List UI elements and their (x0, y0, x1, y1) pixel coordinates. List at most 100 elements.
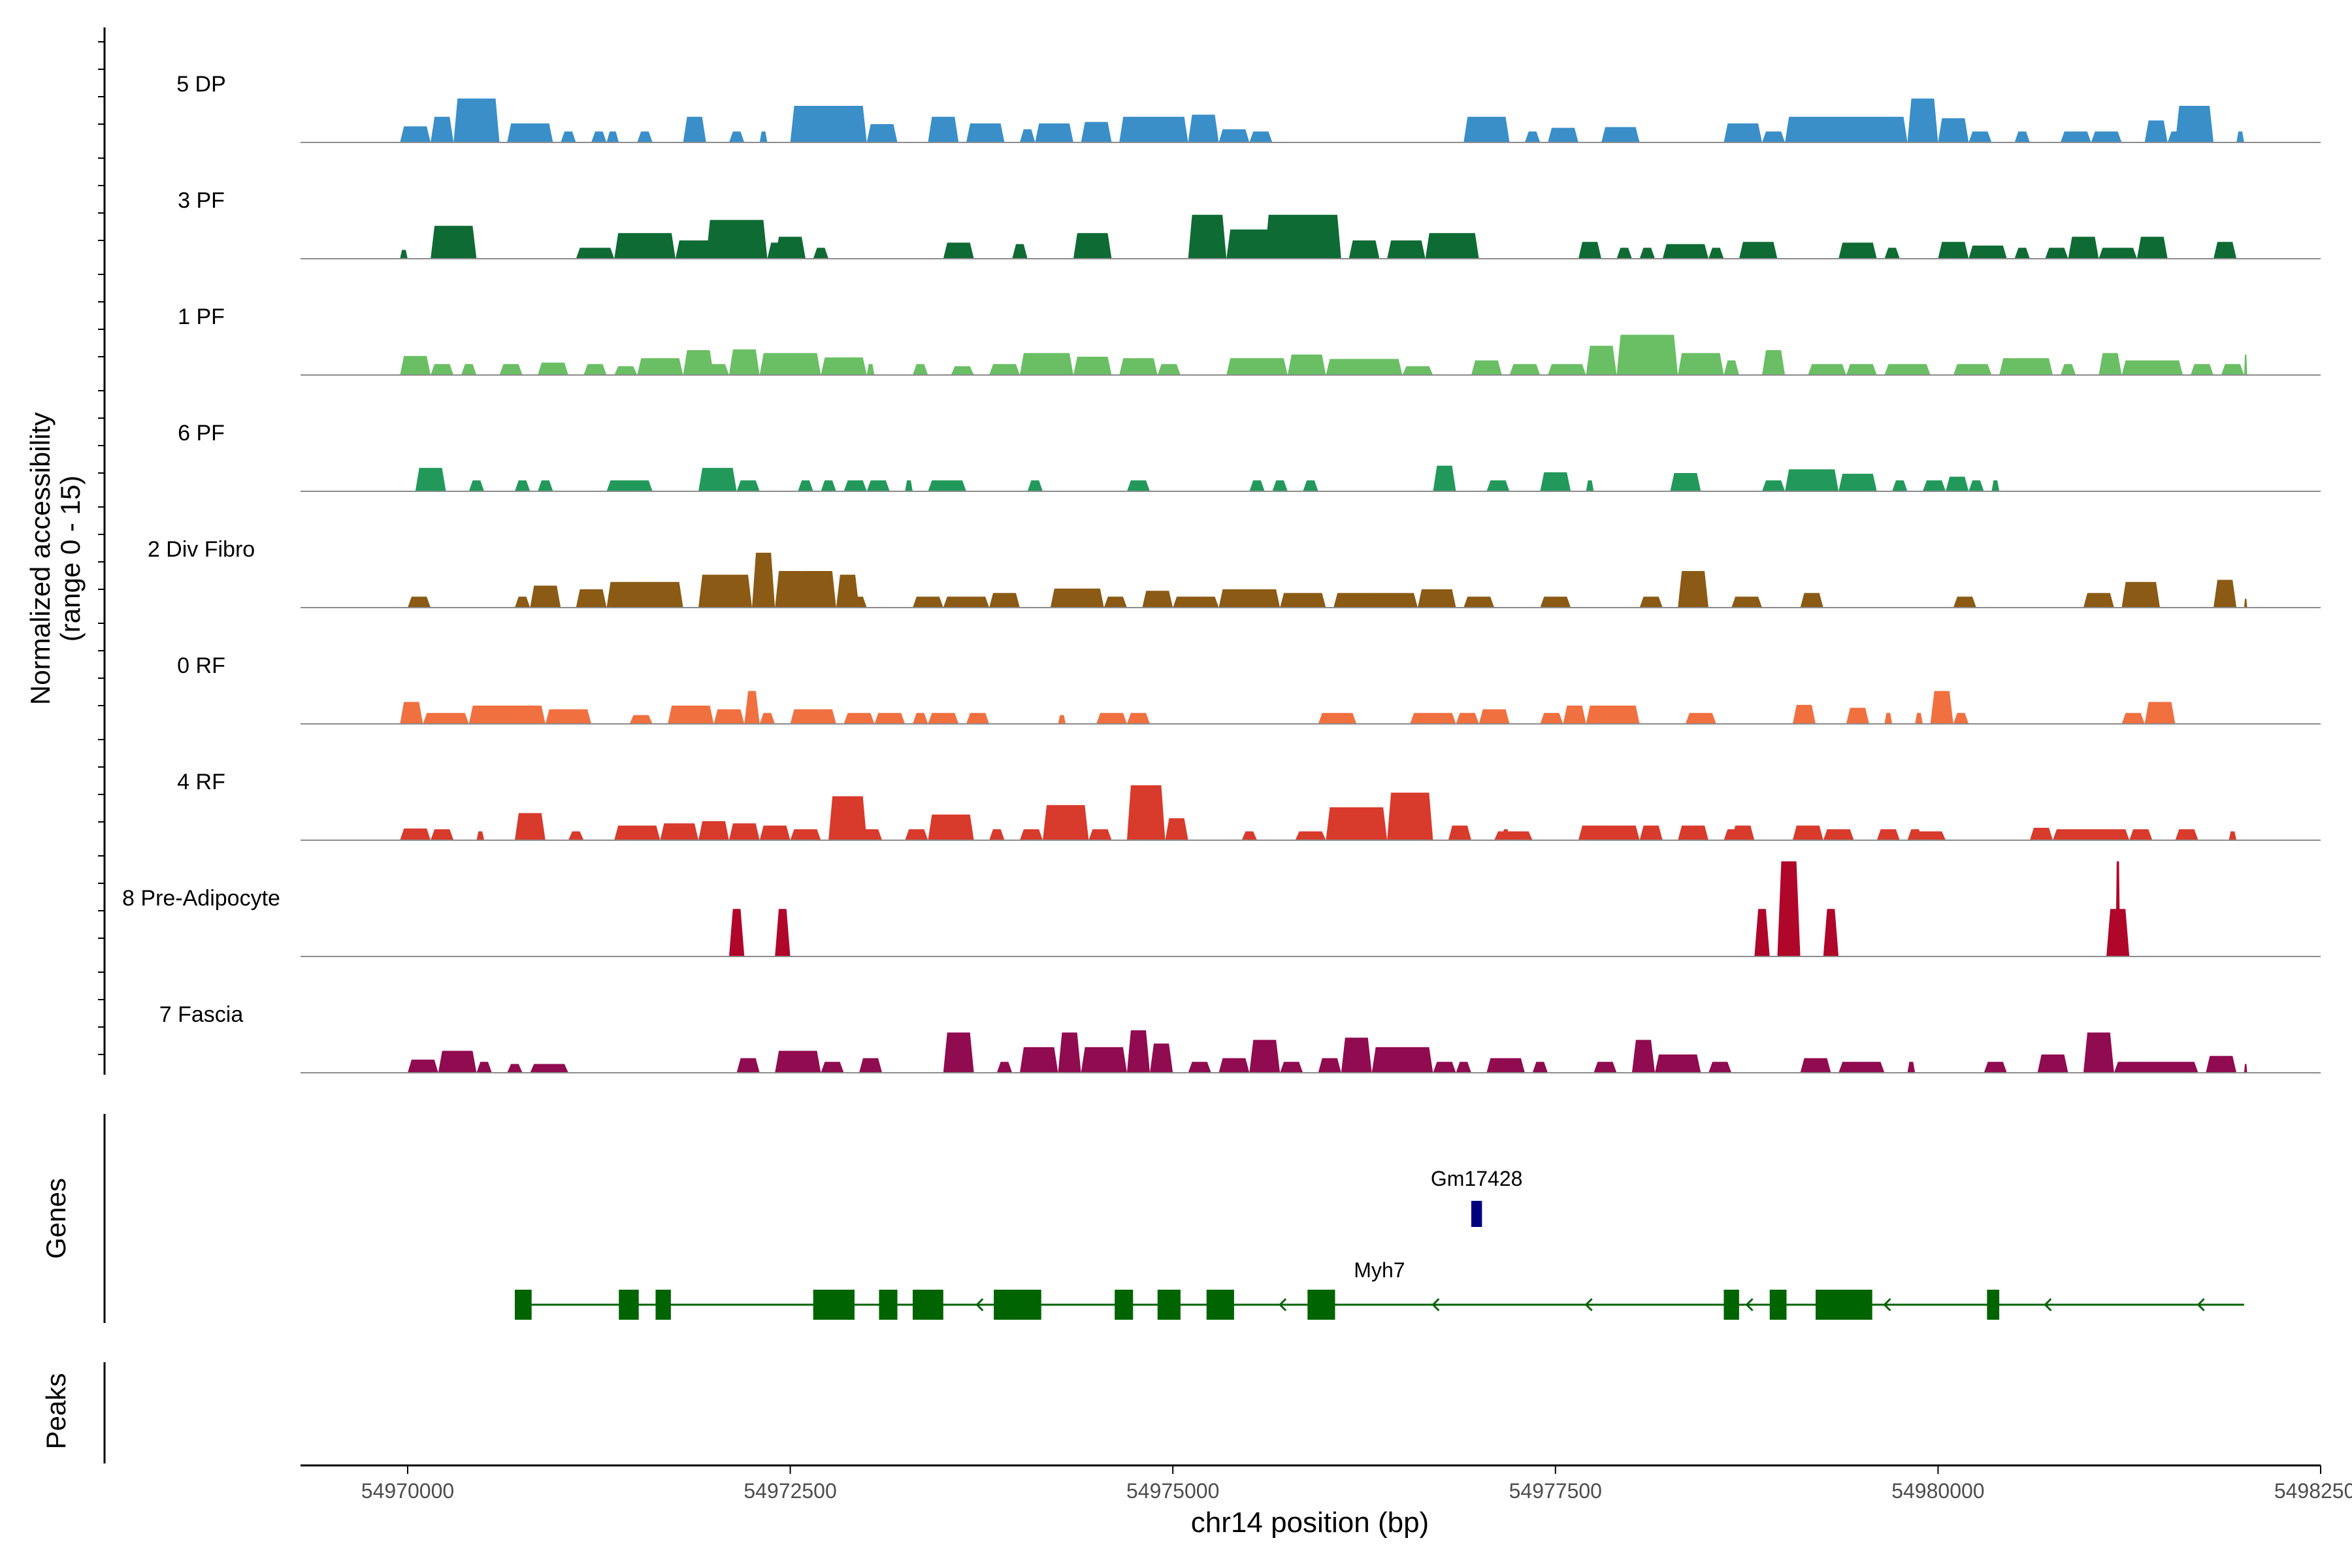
coverage-peak (1946, 476, 1969, 491)
strand-arrow (1279, 1298, 1287, 1312)
coverage-peak (1249, 1039, 1281, 1073)
y-axis-title-line2: (range 0 - 15) (55, 476, 86, 642)
coverage-peak (561, 131, 576, 142)
coverage-peak (698, 574, 753, 608)
coverage-peak (1012, 244, 1028, 259)
coverage-peak (1371, 1047, 1433, 1073)
coverage-peak (1272, 480, 1288, 491)
coverage-peak (843, 480, 867, 491)
coverage-peak (1119, 116, 1188, 142)
coverage-peak (759, 713, 776, 724)
coverage-peak (996, 1062, 1013, 1073)
coverage-peak (568, 831, 584, 840)
coverage-peak (2144, 702, 2176, 724)
coverage-peak (1173, 596, 1219, 608)
gene-exon (655, 1290, 671, 1320)
coverage-peak (1142, 591, 1173, 608)
coverage-peak (1586, 480, 1594, 491)
coverage-peak (2091, 131, 2122, 142)
track-8-pre-adipocyte: 8 Pre-Adipocyte (122, 861, 2321, 957)
coverage-peak (1678, 571, 1709, 608)
x-tick-label: 54977500 (1509, 1479, 1602, 1503)
gene-panel: Gm17428 Myh7 (514, 1167, 2244, 1320)
coverage-peak (1188, 1062, 1211, 1073)
coverage-peak (1019, 829, 1043, 840)
coverage-peak (1402, 366, 1433, 375)
coverage-peak (1777, 861, 1801, 956)
track-label: 3 PF (178, 188, 225, 213)
gene-exon (1723, 1290, 1739, 1320)
coverage-peak (1463, 116, 1510, 142)
coverage-peak (1540, 713, 1563, 724)
coverage-peak (468, 480, 485, 491)
coverage-peak (2144, 120, 2168, 142)
coverage-peak (1463, 596, 1495, 608)
coverage-peak (1241, 831, 1258, 840)
coverage-peak (1731, 596, 1763, 608)
coverage-peak (1968, 480, 1984, 491)
gene-exon (1471, 1201, 1482, 1227)
coverage-peak (836, 574, 859, 608)
coverage-peak (637, 131, 653, 142)
coverage-tracks: 5 DP 3 PF 1 PF 6 PF 2 Div Fibro 0 RF 4 RF 8 Pre… (122, 72, 2321, 1073)
x-tick-label: 54972500 (743, 1479, 836, 1503)
coverage-peak (1938, 242, 1969, 259)
coverage-peak (514, 596, 531, 608)
coverage-peak (1639, 248, 1656, 259)
coverage-peak (1058, 1032, 1081, 1073)
coverage-peak (1035, 123, 1073, 142)
coverage-peak (1678, 825, 1709, 840)
gene-label: Gm17428 (1431, 1167, 1523, 1190)
coverage-peak (614, 825, 661, 840)
strand-arrow (1431, 1298, 1440, 1312)
coverage-peak (1892, 480, 1908, 491)
coverage-peak (1126, 480, 1151, 491)
coverage-peak (1754, 909, 1770, 956)
coverage-peak (752, 553, 776, 608)
coverage-peak (1586, 706, 1640, 724)
coverage-peak (943, 596, 990, 608)
coverage-peak (476, 1062, 492, 1073)
coverage-peak (775, 1051, 821, 1073)
coverage-peak (798, 571, 836, 608)
coverage-peak (431, 225, 477, 259)
gene-exon (619, 1290, 639, 1320)
coverage-peak (1456, 713, 1479, 724)
coverage-peak (1808, 364, 1846, 375)
coverage-peak (1884, 713, 1893, 724)
coverage-peak (866, 364, 875, 375)
coverage-peak (514, 480, 531, 491)
coverage-peak (1876, 829, 1900, 840)
coverage-peak (1907, 1062, 1916, 1073)
coverage-peak (499, 364, 523, 375)
coverage-peak (400, 828, 431, 840)
coverage-peak (1616, 248, 1632, 259)
coverage-peak (1846, 364, 1877, 375)
coverage-peak (1126, 785, 1166, 840)
coverage-peak (2175, 829, 2198, 840)
coverage-peak (1096, 713, 1127, 724)
coverage-peak (1371, 593, 1418, 608)
coverage-peak (790, 829, 821, 840)
coverage-peak (759, 825, 791, 840)
coverage-peak (866, 480, 890, 491)
coverage-peak (1287, 354, 1326, 375)
coverage-peak (1846, 708, 1869, 724)
coverage-peak (2083, 593, 2114, 608)
coverage-peak (431, 364, 454, 375)
coverage-peak (1157, 364, 1181, 375)
gene-exon (879, 1290, 898, 1320)
coverage-peak (1662, 244, 1709, 259)
coverage-peak (1103, 596, 1127, 608)
gene-myh7: Myh7 (514, 1258, 2244, 1320)
track-label: 6 PF (178, 421, 225, 446)
coverage-peak (798, 480, 813, 491)
coverage-peak (943, 1032, 974, 1073)
coverage-peak (706, 220, 768, 259)
coverage-peak (1478, 709, 1510, 724)
coverage-peak (1165, 818, 1188, 840)
track-6-pf: 6 PF (178, 421, 2321, 492)
coverage-peak (790, 106, 867, 142)
x-axis-title: chr14 position (bp) (1191, 1507, 1429, 1539)
